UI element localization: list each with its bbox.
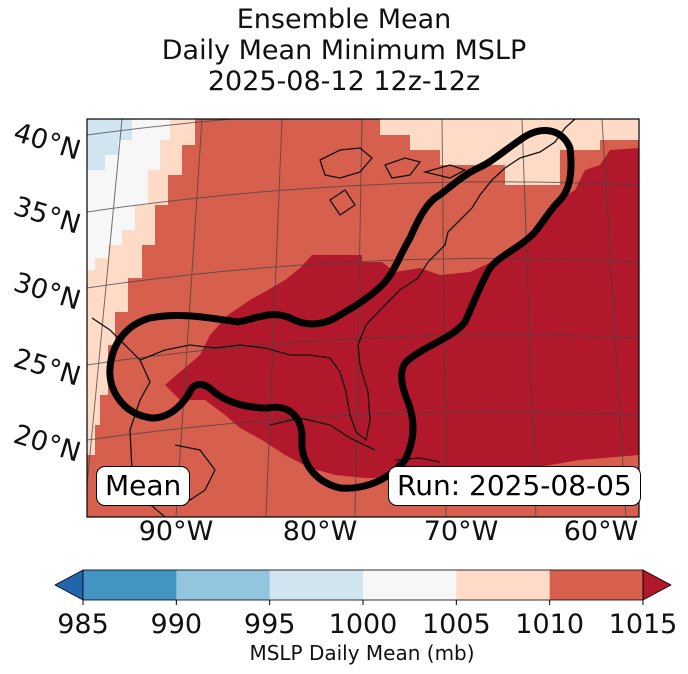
colorbar-tick-label: 1000 [329, 609, 398, 640]
colorbar-tick-label: 1010 [515, 609, 584, 640]
colorbar-tick-label: 990 [151, 609, 203, 640]
lat-label-30: 30°N [10, 267, 84, 317]
gulf-northern-coast [139, 344, 331, 361]
great-lakes [319, 147, 467, 216]
longitude-labels: 90°W 80°W 70°W 60°W [139, 516, 639, 547]
parallel-35n [87, 181, 639, 213]
lon-label-80: 80°W [283, 516, 358, 547]
parallel-25n [87, 334, 639, 366]
lat-label-25: 25°N [10, 343, 84, 393]
mean-label-box: Mean [96, 466, 191, 506]
map-figure: 40°N 35°N 30°N 25°N 20°N 90°W 80°W 70°W … [10, 117, 640, 547]
florida [329, 324, 371, 442]
graticule [87, 119, 639, 517]
colorbar-tick-label: 985 [57, 609, 109, 640]
latitude-labels: 40°N 35°N 30°N 25°N 20°N [10, 117, 84, 469]
title-line-3: 2025-08-12 12z-12z [207, 66, 481, 97]
lon-label-90: 90°W [139, 516, 214, 547]
colorbar-tick-label: 1015 [609, 609, 678, 640]
colorbar-extend-low [54, 569, 84, 601]
coastlines [91, 119, 576, 517]
pressure-fill-1015 [165, 148, 639, 488]
meridian-70w [441, 119, 447, 517]
title-line-1: Ensemble Mean [236, 4, 452, 35]
lon-label-60: 60°W [564, 516, 639, 547]
meridian-60w [601, 119, 627, 517]
parallel-40n [87, 119, 238, 136]
meridian-75w [354, 119, 363, 517]
colorbar-tick-label: 995 [244, 609, 296, 640]
colorbar-segments [54, 569, 672, 601]
colorbar-tick-labels: 985 990 995 1000 1005 1010 1015 [57, 600, 677, 640]
meridian-90w [87, 119, 123, 491]
ensemble-contour [106, 127, 575, 492]
colorbar-label: MSLP Daily Mean (mb) [249, 641, 475, 665]
colorbar-segment [269, 570, 364, 600]
parallel-30n [87, 257, 639, 289]
pressure-fill-1000 [87, 119, 170, 270]
pressure-fill-1005-north [380, 119, 639, 185]
colorbar-segment [176, 570, 271, 600]
lat-label-35: 35°N [10, 191, 84, 241]
lat-label-20: 20°N [10, 419, 84, 469]
lon-label-70: 70°W [424, 516, 499, 547]
parallel-20n [87, 411, 639, 441]
colorbar-segment [549, 570, 644, 600]
atlantic-coast [365, 167, 506, 326]
cuba [269, 417, 376, 451]
figure-title: Ensemble Mean Daily Mean Minimum MSLP 20… [0, 4, 688, 97]
colorbar-segment [83, 570, 177, 600]
meridian-65w [521, 119, 537, 517]
colorbar-tick-label: 1005 [422, 609, 491, 640]
colorbar-segment [363, 570, 457, 600]
colorbar-segment [456, 570, 551, 600]
title-line-2: Daily Mean Minimum MSLP [161, 35, 527, 66]
colorbar: 985 990 995 1000 1005 1010 1015 [54, 569, 677, 640]
lat-label-40: 40°N [10, 117, 84, 167]
map-frame [86, 118, 640, 518]
run-label-box: Run: 2025-08-05 [388, 466, 641, 506]
new-england-coast [504, 119, 576, 169]
colorbar-extend-high [642, 569, 672, 601]
